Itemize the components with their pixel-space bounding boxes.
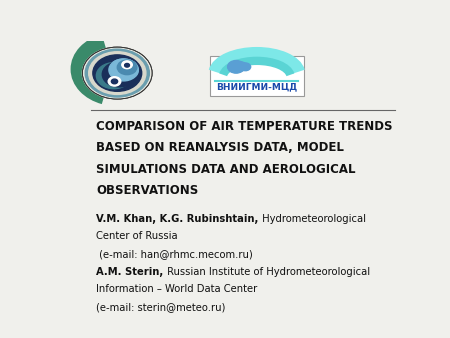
Text: Hydrometeorological: Hydrometeorological — [259, 214, 366, 224]
Circle shape — [102, 62, 136, 87]
Text: OBSERVATIONS: OBSERVATIONS — [96, 184, 198, 197]
FancyBboxPatch shape — [210, 55, 304, 96]
Circle shape — [109, 59, 138, 81]
Text: A.M. Sterin,: A.M. Sterin, — [96, 267, 164, 277]
Circle shape — [111, 79, 117, 84]
Circle shape — [125, 64, 130, 67]
Text: (e-mail: han@rhmc.mecom.ru): (e-mail: han@rhmc.mecom.ru) — [96, 249, 253, 259]
Circle shape — [125, 64, 130, 67]
Text: Center of Russia: Center of Russia — [96, 231, 178, 241]
Text: Russian Institute of Hydrometeorological: Russian Institute of Hydrometeorological — [164, 267, 370, 277]
Circle shape — [240, 63, 251, 71]
Circle shape — [109, 59, 138, 81]
Text: COMPARISON OF AIR TEMPERATURE TRENDS: COMPARISON OF AIR TEMPERATURE TRENDS — [96, 120, 393, 133]
Circle shape — [228, 61, 244, 73]
Circle shape — [108, 77, 121, 86]
Circle shape — [122, 61, 132, 69]
Circle shape — [82, 47, 152, 99]
Circle shape — [89, 52, 146, 94]
Text: ВНИИГМИ-МЦД: ВНИИГМИ-МЦД — [216, 82, 297, 92]
Circle shape — [234, 62, 247, 71]
Text: SIMULATIONS DATA AND AEROLOGICAL: SIMULATIONS DATA AND AEROLOGICAL — [96, 163, 356, 176]
Text: BASED ON REANALYSIS DATA, MODEL: BASED ON REANALYSIS DATA, MODEL — [96, 141, 344, 154]
Circle shape — [117, 60, 137, 75]
Text: Information – World Data Center: Information – World Data Center — [96, 284, 257, 294]
Circle shape — [85, 49, 149, 97]
Circle shape — [117, 60, 137, 75]
Text: (e-mail: sterin@meteo.ru): (e-mail: sterin@meteo.ru) — [96, 302, 226, 312]
Circle shape — [122, 61, 132, 69]
Circle shape — [96, 63, 131, 89]
Circle shape — [93, 55, 142, 91]
Text: V.M. Khan, K.G. Rubinshtain,: V.M. Khan, K.G. Rubinshtain, — [96, 214, 259, 224]
